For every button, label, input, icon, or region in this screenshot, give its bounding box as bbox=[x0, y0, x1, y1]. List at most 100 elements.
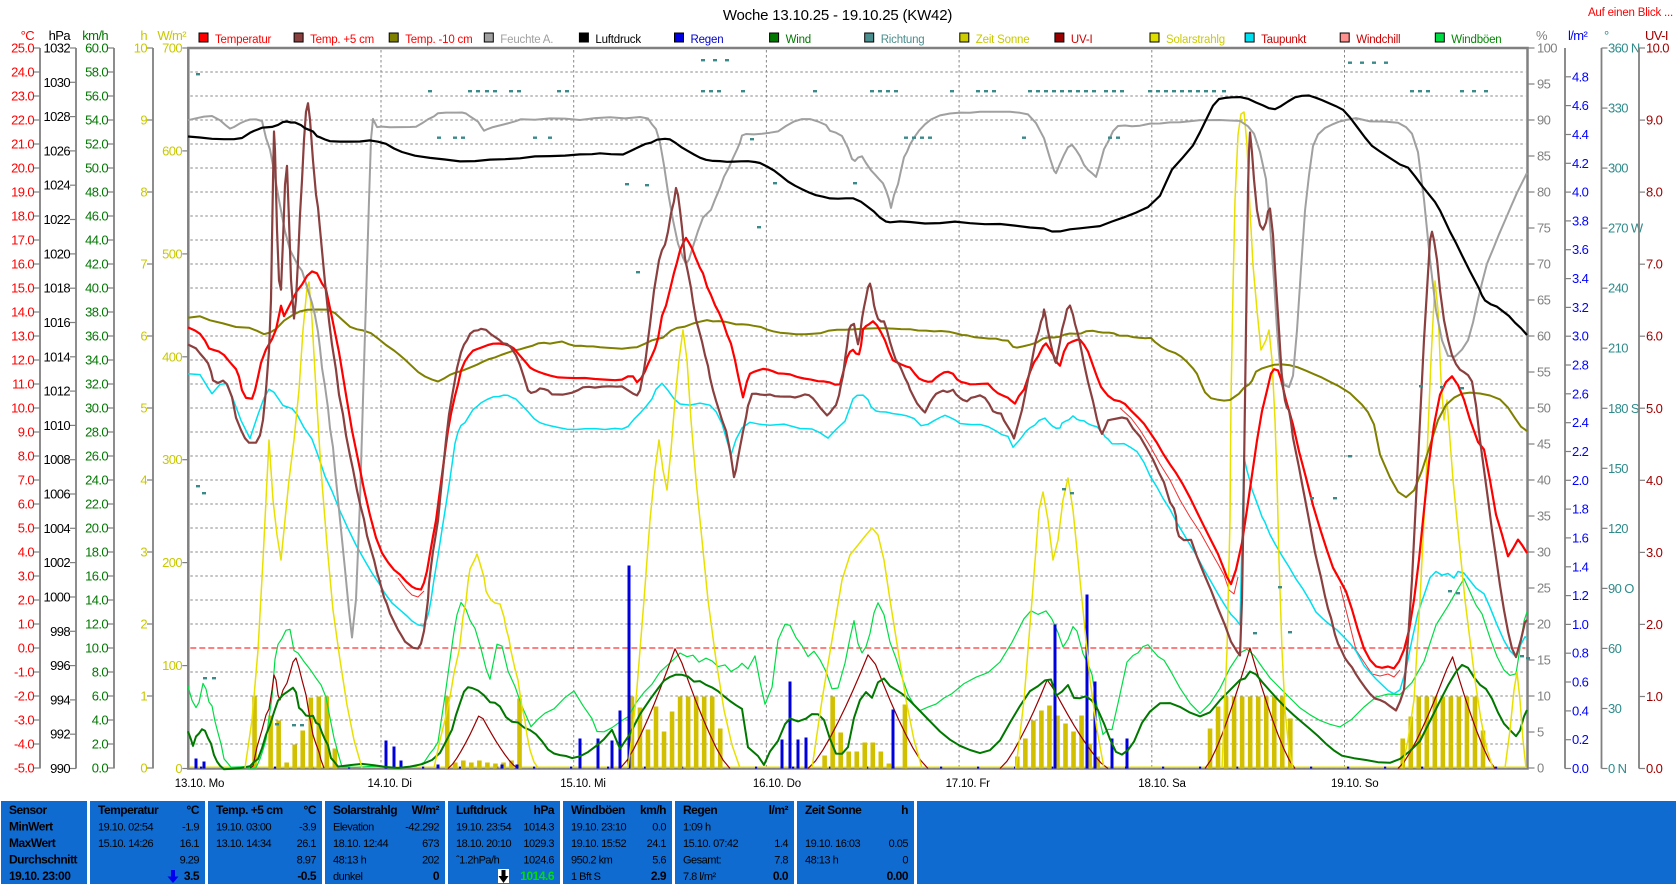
svg-text:0: 0 bbox=[1537, 761, 1544, 776]
svg-text:l/m²: l/m² bbox=[1568, 28, 1589, 43]
svg-text:42.0: 42.0 bbox=[85, 257, 108, 272]
svg-text:16.10. Do: 16.10. Do bbox=[753, 778, 801, 790]
svg-text:3.2: 3.2 bbox=[1572, 300, 1589, 315]
svg-text:Sensor: Sensor bbox=[9, 803, 48, 817]
svg-text:Temp. +5 cm: Temp. +5 cm bbox=[216, 803, 283, 817]
svg-text:4.0: 4.0 bbox=[1572, 185, 1589, 200]
svg-text:0 N: 0 N bbox=[1608, 761, 1627, 776]
svg-text:15: 15 bbox=[1537, 653, 1551, 668]
svg-text:60: 60 bbox=[1537, 329, 1551, 344]
svg-text:7.8: 7.8 bbox=[774, 855, 788, 867]
svg-text:-42.292: -42.292 bbox=[405, 822, 439, 834]
svg-text:1.2: 1.2 bbox=[1572, 588, 1589, 603]
svg-text:18.10. Sa: 18.10. Sa bbox=[1138, 778, 1186, 790]
svg-text:hPa: hPa bbox=[533, 803, 554, 817]
svg-text:Luftdruck: Luftdruck bbox=[456, 803, 508, 817]
svg-text:10.0: 10.0 bbox=[85, 641, 108, 656]
svg-text:60: 60 bbox=[1608, 641, 1622, 656]
svg-text:-4.0: -4.0 bbox=[14, 737, 34, 752]
svg-text:60.0: 60.0 bbox=[85, 41, 108, 56]
svg-text:18.10. 20:10: 18.10. 20:10 bbox=[456, 838, 512, 850]
svg-text:15.0: 15.0 bbox=[11, 281, 34, 296]
svg-text:950.2 km: 950.2 km bbox=[571, 855, 613, 867]
svg-text:36.0: 36.0 bbox=[85, 329, 108, 344]
svg-text:994: 994 bbox=[50, 692, 70, 707]
svg-text:Auf einen Blick ...: Auf einen Blick ... bbox=[1588, 7, 1673, 19]
svg-text:10.0: 10.0 bbox=[11, 401, 34, 416]
svg-text:%: % bbox=[1536, 28, 1548, 43]
svg-text:20: 20 bbox=[1537, 617, 1551, 632]
svg-text:16.0: 16.0 bbox=[11, 257, 34, 272]
svg-text:2.8: 2.8 bbox=[1572, 358, 1589, 373]
svg-text:Temperatur: Temperatur bbox=[215, 34, 272, 46]
svg-text:Gesamt:: Gesamt: bbox=[683, 855, 722, 867]
svg-text:1026: 1026 bbox=[43, 143, 70, 158]
svg-text:l/m²: l/m² bbox=[769, 803, 789, 817]
svg-text:996: 996 bbox=[50, 658, 70, 673]
svg-text:Elevation: Elevation bbox=[333, 822, 374, 834]
svg-text:65: 65 bbox=[1537, 293, 1551, 308]
svg-text:19.10. So: 19.10. So bbox=[1331, 778, 1378, 790]
svg-text:210: 210 bbox=[1608, 341, 1628, 356]
svg-text:90 O: 90 O bbox=[1608, 581, 1634, 596]
svg-text:15.10. 14:26: 15.10. 14:26 bbox=[98, 838, 154, 850]
svg-text:0.0: 0.0 bbox=[1572, 761, 1589, 776]
svg-text:8: 8 bbox=[140, 185, 147, 200]
svg-text:8.0: 8.0 bbox=[92, 665, 109, 680]
svg-text:5: 5 bbox=[1537, 725, 1544, 740]
svg-text:3: 3 bbox=[140, 545, 147, 560]
svg-text:3.8: 3.8 bbox=[1572, 213, 1589, 228]
svg-text:32.0: 32.0 bbox=[85, 377, 108, 392]
svg-text:0.8: 0.8 bbox=[1572, 646, 1589, 661]
svg-text:95: 95 bbox=[1537, 77, 1551, 92]
svg-text:3.6: 3.6 bbox=[1572, 242, 1589, 257]
svg-text:80: 80 bbox=[1537, 185, 1551, 200]
svg-text:km/h: km/h bbox=[82, 28, 108, 43]
svg-text:992: 992 bbox=[50, 727, 70, 742]
svg-text:14.10. Di: 14.10. Di bbox=[368, 778, 412, 790]
svg-text:°C: °C bbox=[304, 803, 317, 817]
svg-text:5.0: 5.0 bbox=[18, 521, 35, 536]
svg-text:1018: 1018 bbox=[43, 281, 70, 296]
svg-text:700: 700 bbox=[162, 41, 182, 56]
svg-text:100: 100 bbox=[1537, 41, 1557, 56]
svg-text:50.0: 50.0 bbox=[85, 161, 108, 176]
svg-text:3.5: 3.5 bbox=[184, 869, 200, 883]
svg-text:24.0: 24.0 bbox=[85, 473, 108, 488]
svg-text:°: ° bbox=[1604, 28, 1609, 43]
svg-text:1020: 1020 bbox=[43, 246, 70, 261]
svg-text:2.0: 2.0 bbox=[1572, 473, 1589, 488]
svg-text:1: 1 bbox=[140, 689, 147, 704]
svg-text:46.0: 46.0 bbox=[85, 209, 108, 224]
svg-text:30: 30 bbox=[1608, 701, 1622, 716]
svg-text:75: 75 bbox=[1537, 221, 1551, 236]
svg-text:7: 7 bbox=[140, 257, 147, 272]
svg-text:14.0: 14.0 bbox=[85, 593, 108, 608]
svg-text:1014: 1014 bbox=[43, 349, 70, 364]
svg-text:2.6: 2.6 bbox=[1572, 386, 1589, 401]
svg-text:5: 5 bbox=[140, 401, 147, 416]
svg-text:0: 0 bbox=[140, 761, 147, 776]
svg-text:13.0: 13.0 bbox=[11, 329, 34, 344]
svg-text:20.0: 20.0 bbox=[85, 521, 108, 536]
svg-text:1032: 1032 bbox=[43, 41, 70, 56]
svg-text:1014.6: 1014.6 bbox=[520, 869, 555, 883]
svg-text:4.2: 4.2 bbox=[1572, 156, 1589, 171]
svg-text:19.10. 03:00: 19.10. 03:00 bbox=[216, 822, 272, 834]
svg-text:500: 500 bbox=[162, 246, 182, 261]
svg-text:13.10. 14:34: 13.10. 14:34 bbox=[216, 838, 272, 850]
svg-text:6.0: 6.0 bbox=[92, 689, 109, 704]
svg-text:0.0: 0.0 bbox=[92, 761, 109, 776]
svg-text:Temp. +5 cm: Temp. +5 cm bbox=[310, 34, 374, 46]
svg-text:19.10. 23:10: 19.10. 23:10 bbox=[571, 822, 627, 834]
svg-text:Feuchte A.: Feuchte A. bbox=[500, 34, 553, 46]
svg-text:54.0: 54.0 bbox=[85, 113, 108, 128]
svg-text:200: 200 bbox=[162, 555, 182, 570]
svg-text:-3.9: -3.9 bbox=[299, 822, 316, 834]
svg-text:23.0: 23.0 bbox=[11, 89, 34, 104]
svg-text:400: 400 bbox=[162, 349, 182, 364]
svg-text:Wind: Wind bbox=[786, 34, 811, 46]
svg-text:-1.9: -1.9 bbox=[182, 822, 199, 834]
svg-text:Zeit Sonne: Zeit Sonne bbox=[805, 803, 862, 817]
svg-text:Solarstrahlg: Solarstrahlg bbox=[1166, 34, 1225, 46]
